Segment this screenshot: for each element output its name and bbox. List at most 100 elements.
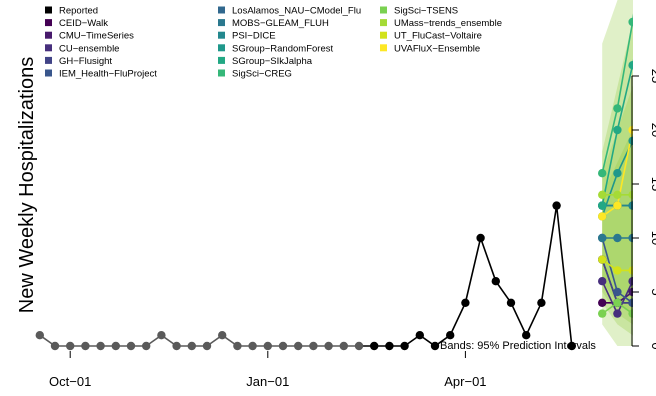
forecast-point (644, 309, 652, 317)
y-tick-label: 10 (649, 231, 656, 245)
forecast-point (644, 201, 652, 209)
forecast-point (628, 298, 633, 307)
legend-swatch (218, 69, 225, 77)
legend-item: CU−ensemble (45, 43, 119, 54)
forecast-point (644, 309, 652, 317)
forecast-point (628, 266, 633, 275)
legend-swatch (45, 56, 52, 64)
reported-line (359, 205, 573, 347)
legend-label: PSI−DICE (232, 31, 276, 42)
reported-point (339, 341, 348, 351)
forecast-line (601, 301, 633, 315)
forecast-point (613, 309, 622, 318)
reported-point (157, 331, 166, 340)
reported-point (172, 341, 181, 351)
legend-item: UMass−trends_ensemble (380, 18, 502, 29)
forecast-point (628, 61, 633, 70)
legend-swatch (45, 69, 52, 77)
legend-item: GH−Flusight (45, 56, 112, 67)
reported-point (370, 341, 379, 351)
legend-swatch (218, 31, 225, 39)
forecast-point (598, 309, 607, 318)
legend-swatch (218, 6, 225, 14)
reported-point (142, 341, 151, 351)
forecast-point (644, 331, 652, 339)
forecast-point (598, 277, 607, 286)
legend-label: SGroup−RandomForest (232, 43, 333, 54)
forecast-point (613, 169, 622, 178)
forecast-point (644, 277, 652, 285)
legend-item: LosAlamos_NAU−CModel_Flu (218, 6, 361, 17)
reported-point (506, 298, 516, 307)
forecast-line (601, 125, 633, 218)
legend-item: SGroup−RandomForest (218, 43, 333, 54)
reported-point (461, 298, 470, 307)
reported-point (81, 341, 90, 351)
legend-label: SigSci−TSENS (394, 6, 458, 17)
x-tick-label: Apr−01 (444, 374, 486, 389)
y-tick-label: 25 (649, 69, 656, 83)
x-tick-label: Jan−01 (246, 374, 289, 389)
forecast-point (613, 298, 622, 307)
forecast-point (644, 309, 652, 317)
forecast-line (602, 194, 633, 197)
forecast-point (598, 233, 607, 243)
legend-swatch (380, 6, 387, 14)
reported-point (430, 341, 440, 351)
legend-label: GH−Flusight (59, 56, 112, 67)
reported-point (294, 341, 303, 351)
y-axis-label: New Weekly Hospitalizations (16, 57, 38, 313)
forecast-line (601, 259, 633, 304)
legend-item: UVAFluX−Ensemble (380, 43, 480, 54)
reported-point (354, 341, 364, 351)
reported-point (96, 341, 105, 351)
reported-point (385, 341, 394, 351)
forecast-point (598, 255, 607, 264)
legend-item: SigSci−CREG (218, 69, 292, 80)
forecast-point (613, 201, 622, 210)
forecast-point (613, 233, 622, 243)
reported-point (324, 341, 333, 351)
legend-swatch (45, 31, 52, 39)
legend-item: IEM_Health−FluProject (45, 69, 157, 80)
forecast-point (613, 104, 622, 113)
reported-point (263, 341, 272, 351)
legend-item: CMU−TimeSeries (45, 31, 134, 42)
reported-point (50, 341, 60, 351)
y-tick-label: 0 (649, 342, 656, 349)
legend-item: CEID−Walk (45, 18, 108, 29)
legend-item: UT_FluCast−Voltaire (380, 31, 482, 42)
forecast-point (644, 158, 652, 166)
legend-swatch (380, 19, 387, 27)
reported-point (233, 341, 242, 351)
reported-point (552, 201, 561, 210)
forecast-line (601, 59, 633, 206)
legend-swatch (218, 56, 225, 64)
forecast-point (613, 125, 622, 135)
legend-label: CEID−Walk (59, 18, 108, 29)
reported-point (248, 341, 257, 351)
legend-label: UT_FluCast−Voltaire (394, 31, 482, 42)
legend-item: MOBS−GLEAM_FLUH (218, 18, 329, 29)
reported-point (522, 331, 531, 340)
forecast-point (613, 266, 622, 275)
reported-point (202, 341, 212, 351)
reported-point (309, 341, 318, 351)
reported-point (187, 341, 196, 351)
reported-point (567, 341, 576, 351)
reported-point (415, 331, 424, 340)
reported-point (66, 341, 75, 351)
forecast-point (628, 17, 633, 27)
reported-point (537, 298, 546, 307)
reported-point (278, 341, 288, 351)
y-tick-label: 15 (649, 177, 656, 191)
forecast-point (613, 190, 622, 199)
y-tick-label: 20 (649, 123, 656, 137)
forecast-point (628, 277, 633, 286)
reported-previous-line (39, 334, 359, 347)
forecast-point (644, 201, 652, 209)
reported-point (111, 341, 121, 351)
reported-point (218, 331, 227, 340)
